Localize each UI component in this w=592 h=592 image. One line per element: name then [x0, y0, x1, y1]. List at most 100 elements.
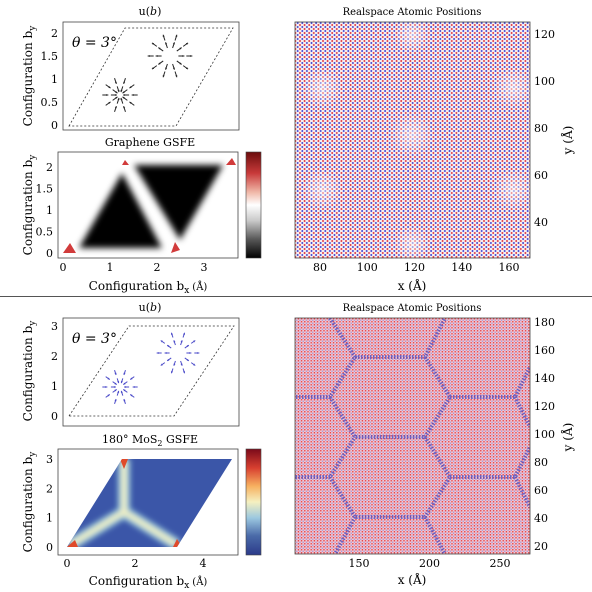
arrow-head	[106, 93, 109, 97]
top-real-xticks: 80 100 120 140 160	[313, 261, 520, 274]
arrow-head	[175, 75, 178, 78]
y-tick-label: 60	[534, 484, 548, 497]
x-tick-label: 100	[357, 261, 378, 274]
arrow-head	[114, 382, 117, 385]
bottom-gsfe-xticks: 0 2 4	[64, 557, 207, 570]
y-tick-label: 1.5	[41, 50, 59, 63]
arrow-head	[160, 340, 163, 343]
x-tick-label: 140	[451, 261, 472, 274]
arrow-head	[171, 332, 174, 335]
y-tick-label: 20	[534, 540, 548, 553]
y-tick-label: 1	[51, 380, 58, 393]
bottom-real-xlabel: x (Å)	[398, 572, 427, 587]
top-ub-cell-outline	[68, 27, 234, 127]
top-theta-label: θ = 3°	[72, 35, 117, 51]
arrow-head	[167, 345, 170, 348]
arrow-head	[158, 47, 161, 50]
bottom-ub-axes	[62, 317, 240, 427]
arrow-head	[129, 101, 132, 104]
arrow-head	[123, 81, 126, 84]
bottom-gsfe-ylabel: Configuration by	[21, 451, 38, 553]
arrow-head	[130, 377, 133, 380]
y-tick-label: 180	[534, 316, 555, 329]
arrow-head	[147, 54, 150, 58]
arrow-head	[123, 372, 126, 375]
arrow-head	[117, 97, 120, 101]
y-tick-label: 0	[46, 247, 53, 260]
arrow-head	[114, 372, 117, 375]
bottom-realspace-panel: Realspace Atomic Positions 150 200 250 20 4…	[294, 303, 575, 587]
y-tick-label: 1	[46, 204, 53, 217]
arrow-head	[151, 67, 155, 70]
y-tick-label: 100	[534, 428, 555, 441]
x-tick-label: 120	[404, 261, 425, 274]
top-gsfe-ylabel: Configuration by	[21, 154, 38, 256]
top-section: u(b) θ = 3° 0 0.5 1 1.5 2 Configuration by G…	[21, 5, 575, 296]
arrow-head	[164, 351, 167, 355]
y-tick-label: 40	[534, 216, 548, 229]
bottom-real-ylabel: y (Å)	[560, 423, 575, 453]
top-gsfe-title: Graphene GSFE	[105, 136, 195, 149]
arrow-head	[185, 67, 189, 70]
bottom-gsfe-title: 180° MoS2 GSFE	[102, 433, 198, 448]
top-ub-title: u(b)	[139, 5, 162, 18]
x-tick-label: 2	[154, 261, 161, 274]
top-colorbar	[245, 151, 262, 259]
arrow-head	[123, 93, 126, 97]
arrow-head	[162, 34, 165, 37]
arrow-head	[132, 385, 135, 389]
arrow-head	[180, 363, 183, 366]
arrow-head	[114, 81, 117, 84]
arrow-head	[156, 351, 159, 355]
arrow-head	[189, 351, 192, 355]
top-gsfe-minima	[79, 165, 223, 248]
bottom-ub-title: u(b)	[139, 301, 162, 314]
arrow-head	[158, 62, 161, 65]
arrow-head	[172, 67, 175, 70]
arrow-head	[113, 385, 116, 389]
arrow-head	[171, 371, 174, 374]
arrow-head	[117, 390, 120, 394]
y-tick-label: 2	[51, 27, 58, 40]
arrow-head	[129, 86, 132, 89]
arrow-head	[107, 377, 110, 380]
x-tick-label: 0	[64, 557, 71, 570]
top-moire-nodes	[302, 17, 533, 262]
arrow-head	[108, 101, 111, 104]
bottom-displacement-arrows	[102, 332, 200, 404]
arrow-head	[123, 399, 126, 402]
y-tick-label: 2	[46, 482, 53, 495]
arrow-head	[165, 42, 168, 45]
bottom-atom-lattice	[295, 318, 530, 554]
bottom-colorbar	[245, 448, 262, 556]
arrow-head	[108, 86, 111, 89]
y-tick-label: 120	[534, 28, 555, 41]
x-tick-label: 200	[419, 557, 440, 570]
arrow-head	[179, 62, 182, 65]
top-ub-yticks: 0 0.5 1 1.5 2	[41, 27, 59, 132]
y-tick-label: 120	[534, 400, 555, 413]
top-real-axes	[294, 21, 531, 259]
top-ub-axes	[62, 21, 240, 131]
arrow-head	[114, 399, 117, 402]
bottom-theta-label: θ = 3°	[72, 331, 117, 347]
arrow-head	[124, 385, 127, 389]
arrow-head	[180, 340, 183, 343]
arrow-head	[155, 54, 158, 58]
bottom-ub-ylabel: Configuration by	[21, 320, 38, 422]
arrow-head	[179, 47, 182, 50]
arrow-head	[120, 89, 123, 93]
arrow-head	[151, 42, 155, 45]
y-tick-label: 3	[46, 453, 53, 466]
x-tick-label: 160	[499, 261, 520, 274]
y-tick-label: 2	[51, 350, 58, 363]
top-gsfe-yticks: 0 0.5 1 1.5 2	[36, 161, 54, 260]
top-gsfe-peak-1	[63, 243, 76, 253]
section-divider	[0, 296, 592, 297]
arrow-head	[172, 42, 175, 45]
y-tick-label: 1	[51, 73, 58, 86]
arrow-head	[190, 54, 193, 58]
y-tick-label: 100	[534, 75, 555, 88]
arrow-head	[175, 34, 178, 37]
x-tick-label: 0	[60, 261, 67, 274]
